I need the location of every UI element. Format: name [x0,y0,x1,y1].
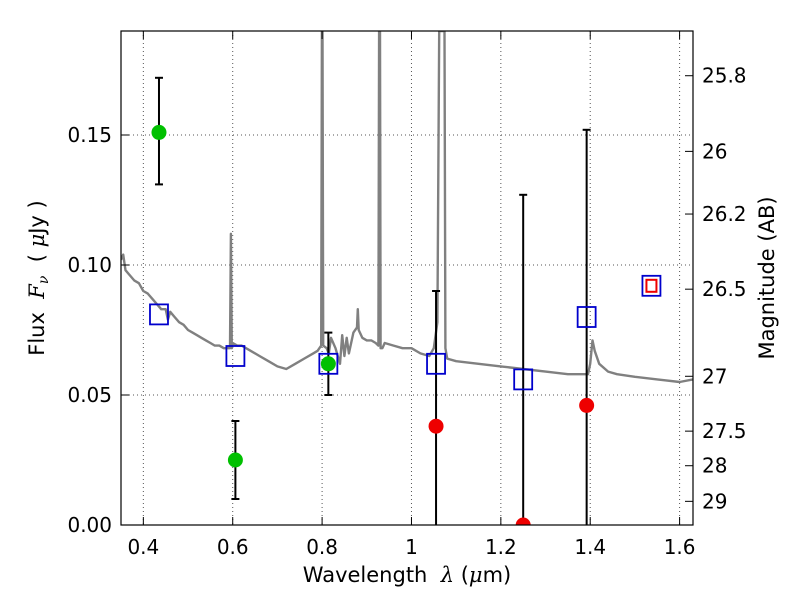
x-tick-label: 0.8 [306,535,338,559]
right-tick-label: 29 [702,489,727,513]
model-point [318,352,339,375]
x-tick-label: 0.4 [127,535,159,559]
model-point [149,303,169,326]
x-tick-label: 1 [405,535,418,559]
detection-point [151,124,167,140]
model-point [576,306,597,328]
sed-layer [121,31,693,384]
x-tick-label: 0.6 [217,535,249,559]
x-tick-label: 1.2 [485,535,517,559]
model-point [641,274,662,297]
sed-model-curve [121,31,693,384]
y-tick-label: 0.15 [67,123,112,147]
x-tick-label: 1.4 [574,535,606,559]
nondetection-point [515,517,531,525]
nondetection-point [579,397,595,413]
model-point [225,345,246,367]
x-tick-label: 1.6 [664,535,696,559]
right-tick-label: 26.5 [702,277,747,301]
nondetection-point [428,418,444,434]
model-point [426,352,446,375]
y-tick-label: 0.00 [67,513,112,537]
plot-frame [120,30,694,526]
detection-point [320,356,336,372]
y-tick-label: 0.10 [67,253,112,277]
tick-label-layer: 0.4 0.6 0.8 1 1.2 1.4 1.6 0.00 0.05 0.10 0.15 25.8 2… [67,64,746,559]
grid [121,31,693,525]
model-point [513,368,534,391]
right-tick-label: 26 [702,139,727,163]
right-tick-label: 27.5 [702,419,747,443]
right-tick-label: 28 [702,454,727,478]
detection-point [227,452,243,468]
marker-layer [149,124,662,525]
tick-layer [121,31,693,526]
x-axis-label: Wavelength λ (μm) [303,563,511,587]
right-tick-label: 26.2 [702,202,747,226]
special-marker [645,278,658,293]
right-tick-label: 27 [702,364,727,388]
y-tick-label: 0.05 [67,383,112,407]
right-axis-label: Magnitude (AB) [755,196,779,359]
right-tick-label: 25.8 [702,64,747,88]
